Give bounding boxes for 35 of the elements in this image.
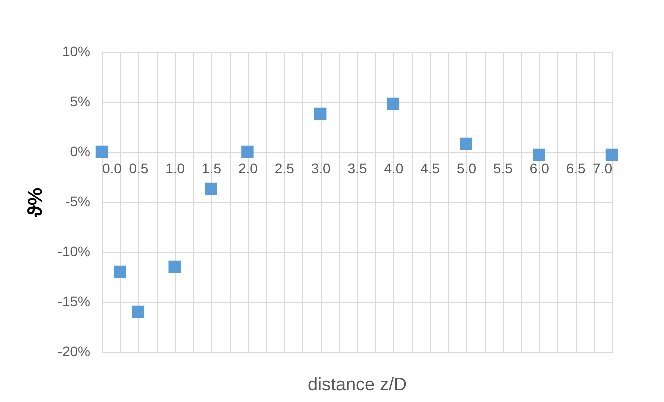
point xyxy=(132,306,145,318)
point xyxy=(114,266,126,278)
y-tick-label: 0% xyxy=(70,144,90,160)
x-tick-label: 4.5 xyxy=(420,160,440,176)
point xyxy=(460,138,472,150)
x-tick-label: 3.5 xyxy=(348,160,368,176)
x-tick-label: 4.0 xyxy=(384,160,404,176)
x-tick-label: 0.0 xyxy=(102,160,122,176)
y-tick-label: -20% xyxy=(58,344,90,360)
y-tick-label: -10% xyxy=(58,244,90,260)
x-tick-label: 6.5 xyxy=(566,160,586,176)
point xyxy=(606,148,618,162)
x-tick-label: 1.5 xyxy=(202,160,222,176)
x-tick-label: 5.5 xyxy=(493,160,514,176)
x-tick-label: 3.0 xyxy=(311,160,332,176)
x-axis-title: distance z/D xyxy=(308,374,408,394)
x-tick-label: 2.5 xyxy=(274,160,295,176)
point xyxy=(168,260,181,274)
point xyxy=(242,146,254,158)
point xyxy=(387,98,400,110)
y-tick-label: 5% xyxy=(70,94,90,110)
point xyxy=(314,108,327,120)
x-tick-label: 5.0 xyxy=(457,160,477,176)
point xyxy=(205,182,218,196)
x-tick-label: 6.0 xyxy=(530,160,550,176)
x-tick-label: 1.0 xyxy=(166,160,186,176)
y-tick-label: -15% xyxy=(58,294,90,310)
y-axis-title: ϑ% xyxy=(24,188,47,218)
x-tick-label: 2.0 xyxy=(238,160,258,176)
y-tick-label: -5% xyxy=(66,194,90,210)
x-tick-label: 7.0 xyxy=(593,160,613,176)
point xyxy=(96,146,108,158)
x-tick-label: 0.5 xyxy=(129,160,149,176)
point xyxy=(533,148,546,162)
y-tick-label: 10% xyxy=(62,44,90,60)
